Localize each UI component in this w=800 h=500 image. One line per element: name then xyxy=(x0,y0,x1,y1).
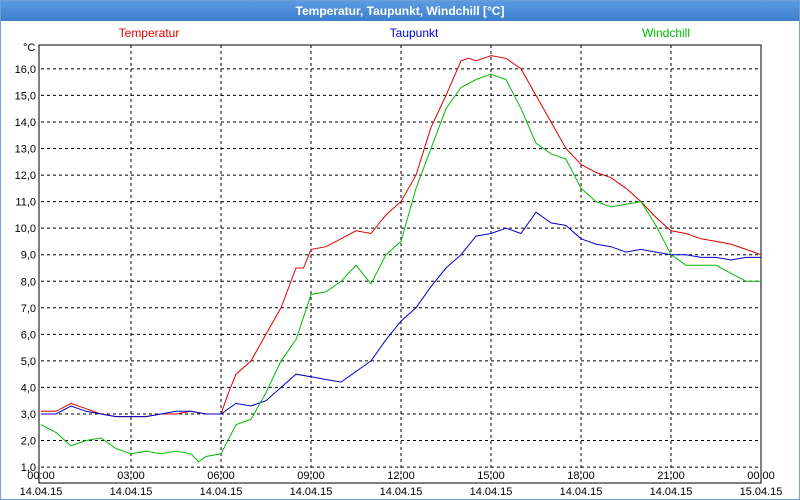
series-group xyxy=(40,55,762,463)
series-line-temperatur xyxy=(41,55,762,418)
y-tick-label: 10,0 xyxy=(15,223,36,235)
y-tick-label: 4,0 xyxy=(21,382,36,394)
x-tick-date: 14.04.15 xyxy=(110,486,153,498)
y-tick-label: 2,0 xyxy=(21,436,36,448)
legend: Temperatur Taupunkt Windchill xyxy=(119,26,690,40)
grid xyxy=(41,45,761,483)
x-tick-labels: 00:00 14.04.15 03:00 14.04.15 06:00 14.04.15 0… xyxy=(20,470,783,498)
window-title: Temperatur, Taupunkt, Windchill [°C] xyxy=(1,1,799,21)
x-tick-time: 21:00 xyxy=(657,470,685,482)
x-tick-time: 15:00 xyxy=(477,470,505,482)
y-tick-label: 7,0 xyxy=(21,303,36,315)
y-tick-label: 11,0 xyxy=(15,197,36,209)
series-line-windchill xyxy=(40,73,761,463)
chart-area: 1,0 2,0 3,0 4,0 5,0 6,0 7,0 8,0 9,0 10,0 11,0 12,0 1… xyxy=(15,26,783,498)
y-tick-label: 16,0 xyxy=(15,64,36,76)
x-tick-time: 00:00 xyxy=(747,470,775,482)
legend-entry-temperatur: Temperatur xyxy=(119,26,180,40)
y-tick-label: 14,0 xyxy=(15,117,36,129)
legend-entry-taupunkt: Taupunkt xyxy=(390,26,439,40)
y-tick-label: 5,0 xyxy=(21,356,36,368)
y-tick-labels: 1,0 2,0 3,0 4,0 5,0 6,0 7,0 8,0 9,0 10,0 11,0 12,0 1… xyxy=(15,64,36,474)
x-tick-time: 03:00 xyxy=(117,470,145,482)
x-tick-time: 18:00 xyxy=(567,470,595,482)
x-tick-time: 00:00 xyxy=(27,470,55,482)
series-line-taupunkt xyxy=(41,211,761,418)
y-tick-label: 9,0 xyxy=(21,250,36,262)
x-tick-date: 14.04.15 xyxy=(470,486,513,498)
y-tick-label: 12,0 xyxy=(15,170,36,182)
x-tick-date: 14.04.15 xyxy=(290,486,333,498)
plot-frame xyxy=(38,44,762,484)
y-tick-label: 3,0 xyxy=(21,409,36,421)
x-tick-date: 14.04.15 xyxy=(650,486,693,498)
y-tick-label: 15,0 xyxy=(15,90,36,102)
y-tick-label: 6,0 xyxy=(21,329,36,341)
x-tick-date: 15.04.15 xyxy=(740,486,783,498)
x-tick-time: 06:00 xyxy=(207,470,235,482)
y-tick-label: 13,0 xyxy=(15,144,36,156)
x-tick-date: 14.04.15 xyxy=(200,486,243,498)
x-tick-date: 14.04.15 xyxy=(20,486,63,498)
y-tick-label: 8,0 xyxy=(21,276,36,288)
x-tick-date: 14.04.15 xyxy=(560,486,603,498)
x-tick-time: 09:00 xyxy=(297,470,325,482)
x-tick-time: 12:00 xyxy=(387,470,415,482)
legend-entry-windchill: Windchill xyxy=(642,26,690,40)
x-tick-date: 14.04.15 xyxy=(380,486,423,498)
y-tick-label: 1,0 xyxy=(21,462,36,474)
y-unit-label: °C xyxy=(23,42,35,54)
